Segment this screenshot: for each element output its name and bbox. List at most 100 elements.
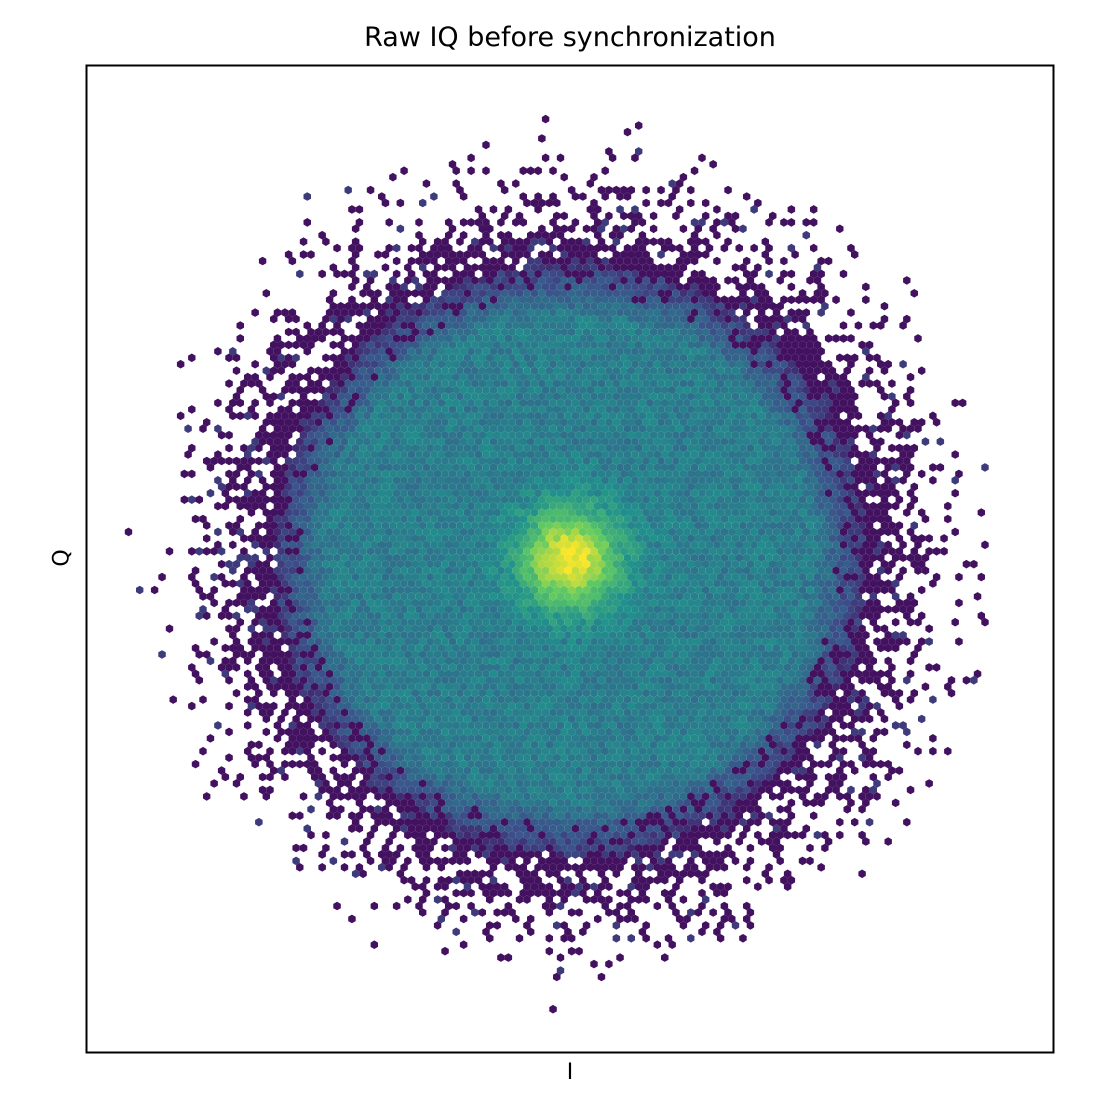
hexbin-cell bbox=[556, 282, 565, 292]
hexbin-cell bbox=[445, 359, 453, 369]
hexbin-cell bbox=[594, 269, 602, 279]
hexbin-cell bbox=[545, 250, 553, 259]
hexbin-cell bbox=[523, 276, 531, 285]
hexbin-cell bbox=[203, 534, 211, 543]
hexbin-cell bbox=[646, 308, 654, 317]
hexbin-cell bbox=[452, 282, 460, 292]
hexbin-cell bbox=[512, 334, 520, 343]
hexbin-cell bbox=[433, 301, 442, 311]
hexbin-cell bbox=[802, 295, 810, 305]
hexbin-cell bbox=[467, 243, 475, 253]
hexbin-cell bbox=[538, 198, 546, 208]
hexbin-cell bbox=[817, 256, 825, 266]
hexbin-cell bbox=[363, 359, 371, 369]
hexbin-cell bbox=[672, 314, 680, 324]
hexbin-cell bbox=[631, 308, 639, 317]
hexbin-cell bbox=[411, 289, 419, 298]
hexbin-cell bbox=[437, 347, 445, 356]
hexbin-cell bbox=[359, 340, 367, 350]
hexbin-cell bbox=[538, 340, 546, 350]
hexbin-cell bbox=[392, 359, 401, 369]
hexbin-cell bbox=[229, 347, 237, 356]
hexbin-cell bbox=[515, 237, 524, 246]
hexbin-cell bbox=[471, 237, 479, 246]
hexbin-cell bbox=[579, 321, 587, 330]
hexbin-cell bbox=[564, 308, 572, 317]
hexbin-cell bbox=[549, 295, 557, 305]
hexbin-cell bbox=[459, 256, 468, 266]
hexbin-cell bbox=[802, 334, 810, 343]
hexbin-cell bbox=[951, 450, 959, 459]
hexbin-cell bbox=[582, 263, 591, 272]
hexbin-cell bbox=[508, 263, 516, 272]
hexbin-cell bbox=[832, 295, 840, 305]
hexbin-cell bbox=[463, 263, 472, 272]
hexbin-cell bbox=[459, 218, 468, 227]
hexbin-cell bbox=[582, 340, 591, 350]
hexbin-cell bbox=[389, 340, 397, 350]
hexbin-cell bbox=[530, 301, 539, 311]
hexbin-cell bbox=[590, 301, 598, 311]
hexbin-cell bbox=[769, 340, 777, 350]
hexbin-cell bbox=[713, 321, 721, 330]
hexbin-cell bbox=[415, 218, 423, 227]
hexbin-cell bbox=[638, 282, 647, 292]
hexbin-cell bbox=[523, 237, 531, 246]
hexbin-cell bbox=[374, 314, 382, 324]
hexbin-cell bbox=[556, 230, 565, 240]
hexbin-cell bbox=[188, 547, 196, 556]
hexbin-cell bbox=[601, 192, 609, 201]
hexbin-cell bbox=[638, 359, 647, 369]
hexbin-cell bbox=[627, 327, 635, 337]
hexbin-cell bbox=[519, 218, 527, 227]
hexbin-cell bbox=[433, 327, 442, 337]
hexbin-cell bbox=[549, 359, 557, 369]
hexbin-cell bbox=[817, 282, 825, 292]
hexbin-cell bbox=[579, 334, 587, 343]
hexbin-cell bbox=[474, 308, 483, 317]
hexbin-cell bbox=[594, 295, 602, 305]
hexbin-cell bbox=[635, 237, 643, 246]
hexbin-cell bbox=[880, 314, 889, 324]
hexbin-cell bbox=[802, 308, 810, 317]
hexbin-cell bbox=[724, 353, 732, 363]
hexbin-cell bbox=[743, 347, 751, 356]
hexbin-cell bbox=[586, 295, 594, 305]
hexbin-cell bbox=[616, 192, 624, 201]
hexbin-cell bbox=[560, 211, 568, 221]
hexbin-cell bbox=[594, 243, 602, 253]
hexbin-cell bbox=[642, 301, 650, 311]
hexbin-cell bbox=[225, 456, 233, 466]
hexbin-cell bbox=[705, 308, 714, 317]
hexbin-cell bbox=[471, 314, 479, 324]
hexbin-cell bbox=[180, 495, 189, 504]
hexbin-cell bbox=[702, 353, 710, 363]
hexbin-cell bbox=[690, 321, 699, 330]
hexbin-cell bbox=[743, 321, 751, 330]
hexbin-cell bbox=[623, 359, 632, 369]
hexbin-cell bbox=[541, 347, 550, 356]
hexbin-cell bbox=[668, 359, 676, 369]
hexbin-cell bbox=[646, 269, 654, 279]
hexbin-cell bbox=[649, 289, 658, 298]
hexbin-cell bbox=[288, 308, 297, 317]
hexbin-cell bbox=[381, 250, 390, 259]
hexbin-cell bbox=[363, 334, 371, 343]
hexbin-cell bbox=[754, 301, 762, 311]
hexbin-cell bbox=[795, 347, 803, 356]
hexbin-cell bbox=[791, 250, 799, 259]
hexbin-cell bbox=[340, 308, 349, 317]
hexbin-cell bbox=[273, 308, 282, 317]
hexbin-cell bbox=[564, 347, 572, 356]
hexbin-cell bbox=[486, 224, 494, 234]
hexbin-cell bbox=[571, 192, 580, 201]
hexbin-cell bbox=[538, 289, 546, 298]
hexbin-cell bbox=[433, 250, 442, 259]
hexbin-cell bbox=[337, 327, 345, 337]
hexbin-cell bbox=[761, 250, 769, 259]
hexbin-cell bbox=[586, 256, 594, 266]
hexbin-cell bbox=[743, 192, 751, 201]
hexbin-cell bbox=[594, 347, 602, 356]
hexbin-cell bbox=[787, 269, 796, 279]
hexbin-cell bbox=[810, 347, 818, 356]
